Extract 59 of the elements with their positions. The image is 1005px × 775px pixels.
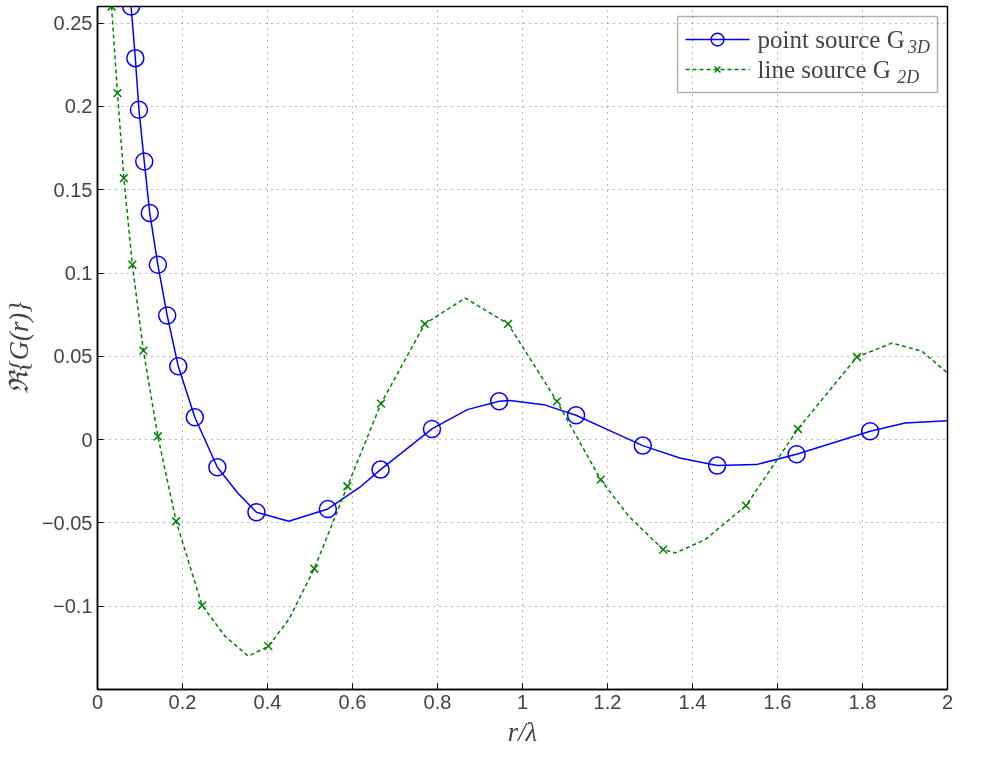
point — [197, 600, 207, 611]
point — [185, 408, 205, 427]
point — [171, 516, 181, 526]
point — [126, 48, 145, 68]
point — [422, 419, 442, 439]
point — [420, 319, 430, 329]
point — [342, 481, 353, 491]
point — [127, 260, 137, 270]
point — [119, 173, 129, 183]
x-axis-title: r/λ — [507, 716, 538, 747]
point — [658, 544, 668, 555]
point — [153, 431, 163, 441]
point — [263, 641, 273, 651]
point — [787, 445, 806, 464]
y-tick-label: 0.25 — [53, 12, 93, 35]
y-tick-label: 0.1 — [64, 262, 93, 285]
point — [852, 352, 862, 362]
y-tick-label: −0.1 — [53, 595, 93, 618]
point — [208, 458, 227, 477]
x-tick-label: 1.6 — [763, 690, 792, 713]
point — [135, 152, 154, 171]
x-tick-label: 1.8 — [848, 690, 877, 713]
point — [247, 503, 266, 522]
x-tick-label: 1 — [516, 690, 529, 713]
point — [503, 319, 513, 329]
point — [596, 474, 606, 485]
x-tick-label: 0.6 — [338, 690, 367, 713]
point — [371, 460, 390, 479]
point — [309, 564, 319, 574]
x-tick-label: 0.8 — [423, 690, 452, 713]
y-tick-label: 0.15 — [53, 178, 93, 201]
y-tick-label: 0.05 — [53, 345, 93, 368]
point — [633, 436, 653, 455]
line-series — [110, 6, 948, 657]
point — [318, 499, 338, 519]
x-tick-label: 0.4 — [253, 690, 282, 713]
point — [138, 346, 149, 356]
y-axis-title: ℜ{G(r)} — [3, 301, 34, 394]
y-tick-label: 0.2 — [64, 95, 93, 118]
point — [157, 306, 177, 325]
point — [741, 500, 751, 511]
point — [552, 396, 562, 406]
point — [860, 422, 880, 441]
x-tick-label: 1.4 — [678, 690, 707, 713]
point — [148, 255, 168, 274]
point — [112, 88, 123, 98]
point — [489, 392, 509, 411]
y-tick-label: 0 — [81, 428, 93, 451]
x-tick-label: 1.2 — [593, 690, 622, 713]
point — [376, 399, 386, 409]
point — [793, 424, 803, 434]
point — [129, 100, 149, 120]
point — [169, 357, 188, 376]
point — [707, 456, 727, 475]
x-tick-label: 2 — [941, 690, 954, 713]
point — [566, 406, 586, 425]
point — [140, 203, 160, 223]
x-tick-label: 0.2 — [168, 690, 197, 713]
y-tick-label: −0.05 — [41, 511, 93, 534]
